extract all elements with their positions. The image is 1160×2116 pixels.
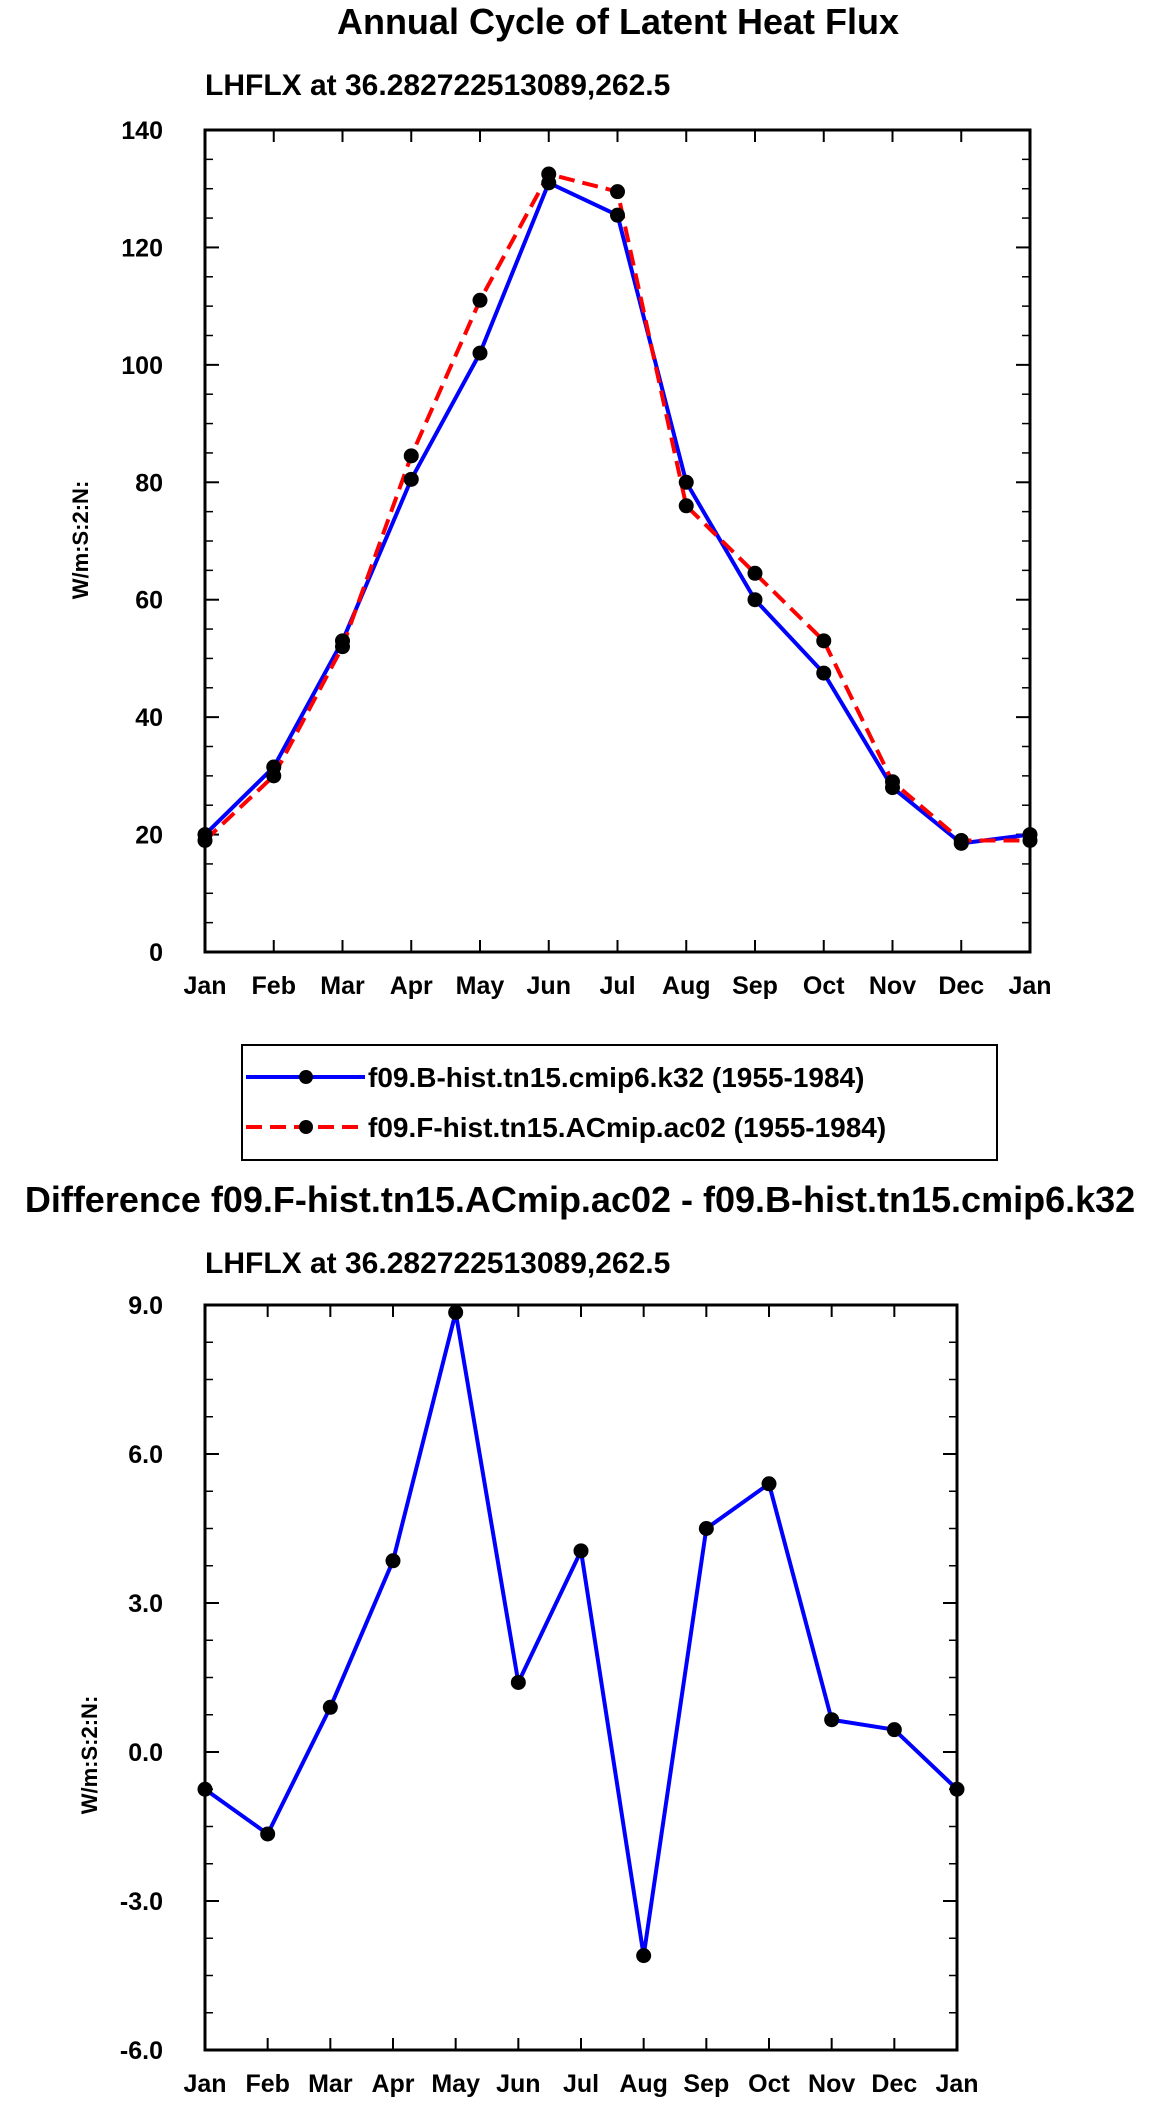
data-point-series-2 [403, 448, 419, 464]
x-tick-label: Feb [252, 972, 296, 1000]
data-point-series-1 [385, 1553, 401, 1569]
data-point-series-1 [678, 474, 694, 490]
data-point-series-1 [698, 1521, 714, 1536]
y-tick-label: 120 [121, 234, 163, 262]
data-point-series-1 [573, 1543, 589, 1559]
data-point-series-1 [761, 1476, 777, 1492]
data-point-series-2 [335, 639, 350, 655]
x-tick-label: Jan [935, 2070, 978, 2098]
data-point-series-1 [472, 345, 488, 361]
x-tick-label: Apr [390, 972, 433, 1000]
series-line-1 [203, 180, 1031, 846]
chart2-series [197, 1304, 965, 1964]
y-tick-label: 60 [135, 587, 163, 615]
y-tick-label: 40 [135, 704, 163, 732]
x-tick-label: Jul [599, 972, 635, 1000]
chart1-ylabel: W/m:S:2:N: [68, 481, 93, 600]
chart1-minor-ticks [205, 158, 1030, 924]
x-tick-label: Oct [748, 2070, 790, 2098]
legend-label-series-2: f09.F-hist.tn15.ACmip.ac02 (1955-1984) [368, 1112, 886, 1143]
data-point-series-1 [816, 665, 832, 681]
data-point-series-2 [472, 292, 488, 308]
data-point-series-2 [747, 565, 763, 581]
chart1-ticks: Jan Feb Mar Apr May Jun Jul Aug Sep Oct Nov Dec Jan 0… [121, 117, 1051, 1000]
x-tick-label: Feb [245, 2070, 289, 2098]
y-tick-label: 6.0 [128, 1441, 163, 1469]
series-line-2 [203, 172, 1030, 843]
x-tick-label: Nov [869, 972, 916, 1000]
x-tick-label: Jan [1008, 972, 1051, 1000]
data-point-series-1 [824, 1712, 840, 1728]
legend-marker-series-2 [299, 1120, 313, 1134]
data-point-series-1 [448, 1304, 464, 1320]
data-point-series-1 [636, 1948, 652, 1964]
chart1-series [197, 166, 1038, 851]
chart2-frame [203, 1303, 959, 2052]
series-line-1 [203, 1310, 959, 1958]
y-tick-label: 0 [149, 939, 163, 967]
y-tick-label: -6.0 [120, 2037, 163, 2065]
x-tick-label: May [456, 972, 505, 1000]
y-tick-label: 140 [121, 117, 163, 145]
data-point-series-1 [510, 1674, 526, 1690]
x-tick-label: Aug [619, 2070, 668, 2098]
chart2-ylabel: W/m:S:2:N: [77, 1696, 102, 1815]
x-tick-label: Jun [496, 2070, 540, 2098]
chart1-title: Annual Cycle of Latent Heat Flux [337, 1, 899, 42]
chart1-subtitle: LHFLX at 36.282722513089,262.5 [205, 69, 670, 102]
x-tick-label: Oct [803, 972, 845, 1000]
data-point-series-1 [260, 1826, 276, 1842]
x-tick-label: Jun [527, 972, 571, 1000]
x-tick-label: Mar [308, 2070, 353, 2098]
legend-label-series-1: f09.B-hist.tn15.cmip6.k32 (1955-1984) [368, 1062, 864, 1093]
x-tick-label: Apr [371, 2070, 414, 2098]
y-tick-label: 100 [121, 352, 163, 380]
x-tick-label: Mar [320, 972, 365, 1000]
x-tick-label: Dec [938, 972, 984, 1000]
y-tick-label: 0.0 [128, 1739, 163, 1767]
data-point-series-2 [541, 166, 557, 182]
x-tick-label: Sep [732, 972, 778, 1000]
chart2-minor-ticks [205, 1341, 957, 2014]
data-point-series-2 [885, 774, 900, 790]
data-point-series-2 [953, 832, 969, 848]
data-point-series-2 [678, 498, 694, 514]
y-tick-label: 20 [135, 822, 163, 850]
legend-box [241, 1044, 998, 1161]
x-tick-label: Nov [808, 2070, 855, 2098]
chart1-legend: f09.B-hist.tn15.cmip6.k32 (1955-1984) f0… [241, 1044, 998, 1161]
legend-marker-series-1 [299, 1070, 313, 1084]
data-point-series-2 [610, 184, 625, 200]
x-tick-label: Jan [183, 2070, 226, 2098]
x-tick-label: Jul [563, 2070, 599, 2098]
data-point-series-1 [886, 1722, 902, 1738]
chart2-ticks: Jan Feb Mar Apr May Jun Jul Aug Sep Oct Nov Dec Jan-… [120, 1292, 979, 2098]
x-tick-label: Aug [662, 972, 711, 1000]
chart1-frame [203, 128, 1032, 954]
x-tick-label: May [431, 2070, 480, 2098]
data-point-series-1 [610, 207, 625, 223]
y-tick-label: 3.0 [128, 1590, 163, 1618]
x-tick-label: Jan [183, 972, 226, 1000]
y-tick-label: -3.0 [120, 1888, 163, 1916]
x-tick-label: Sep [683, 2070, 729, 2098]
data-point-series-1 [747, 592, 763, 608]
y-tick-label: 80 [135, 469, 163, 497]
data-point-series-2 [816, 633, 832, 649]
x-tick-label: Dec [871, 2070, 917, 2098]
chart2-subtitle: LHFLX at 36.282722513089,262.5 [205, 1247, 670, 1280]
data-point-series-1 [403, 471, 419, 487]
chart2-title: Difference f09.F-hist.tn15.ACmip.ac02 - … [25, 1179, 1135, 1220]
data-point-series-1 [322, 1699, 338, 1715]
data-point-series-2 [266, 768, 282, 784]
y-tick-label: 9.0 [128, 1292, 163, 1320]
